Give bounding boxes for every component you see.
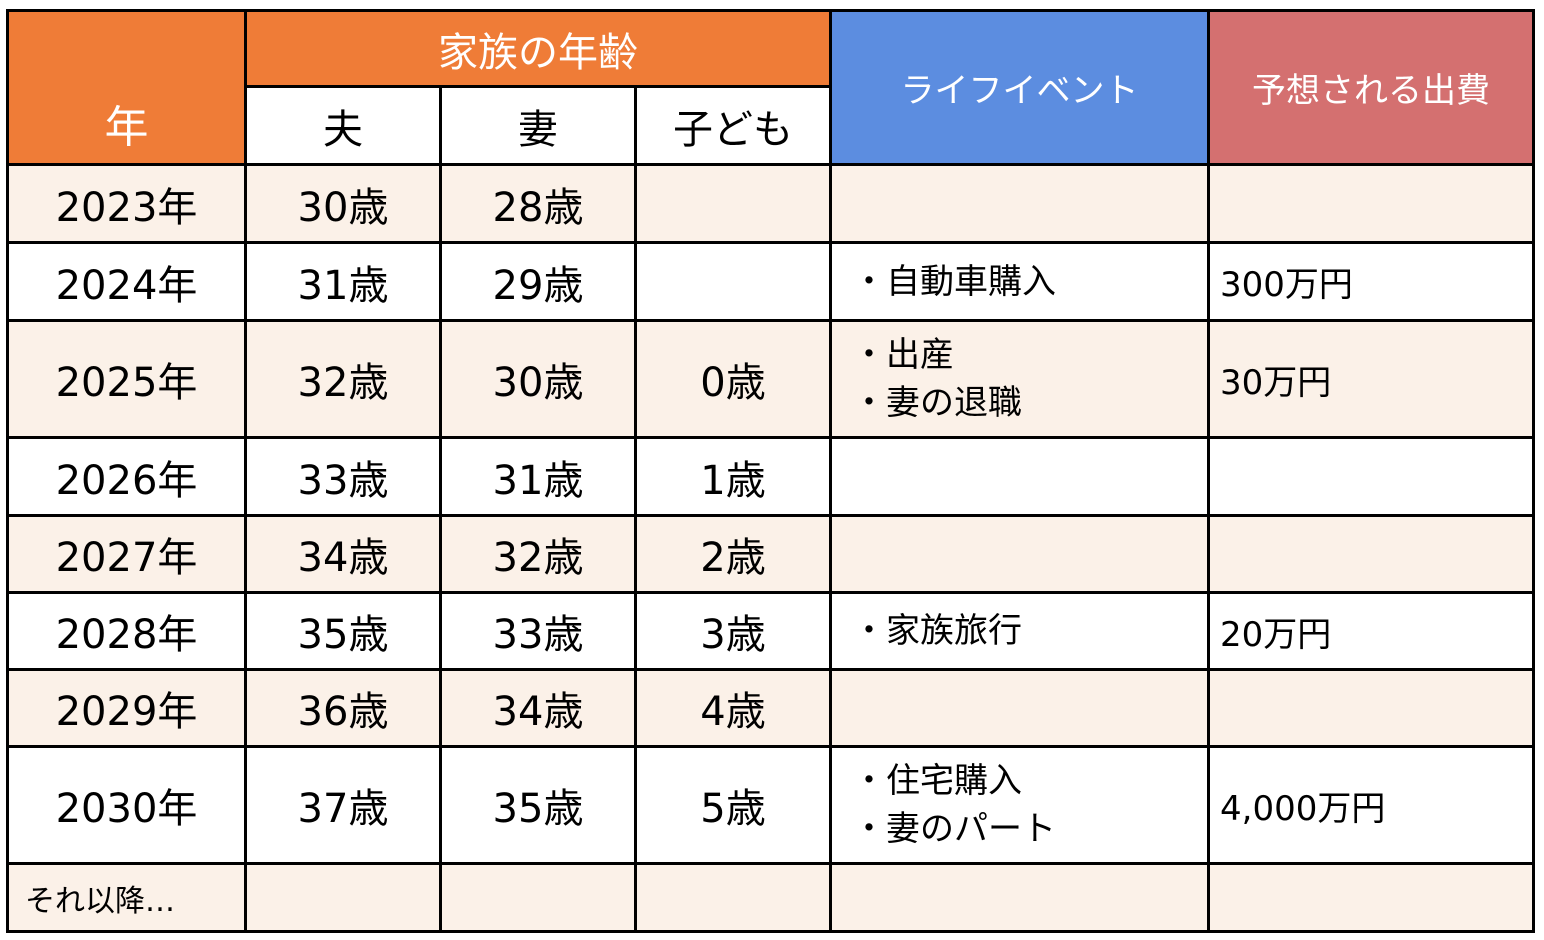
life-event-item: ・家族旅行	[852, 611, 1023, 651]
life-plan-table: 年 家族の年齢 ライフイベント 予想される出費 夫 妻 子ども 2023年 30…	[6, 9, 1536, 933]
wife-age-cell: 28歳	[439, 163, 637, 244]
year-cell: 2025年	[6, 319, 247, 439]
header-year: 年	[6, 9, 247, 166]
header-child: 子ども	[633, 85, 833, 166]
year-cell: 2023年	[6, 163, 247, 244]
husband-age-cell: 31歳	[244, 241, 442, 322]
life-event-item: ・妻の退職	[852, 383, 1023, 423]
year-cell: 2027年	[6, 514, 247, 594]
husband-age-cell: 37歳	[244, 745, 442, 865]
table-row: 2024年 31歳 29歳 ・自動車購入 300万円	[6, 241, 1536, 322]
husband-age-cell	[244, 862, 442, 933]
expected-cost-cell: 300万円	[1207, 241, 1536, 322]
header-life-event: ライフイベント	[829, 9, 1211, 166]
husband-age-cell: 36歳	[244, 668, 442, 748]
husband-age-cell: 35歳	[244, 591, 442, 671]
life-event-item: ・妻のパート	[852, 809, 1057, 849]
header-wife: 妻	[439, 85, 637, 166]
life-event-cell	[829, 163, 1211, 244]
later-years-cell: それ以降…	[6, 862, 247, 933]
child-age-cell: 1歳	[633, 436, 833, 517]
wife-age-cell: 35歳	[439, 745, 637, 865]
wife-age-cell	[439, 862, 637, 933]
table-row: 2023年 30歳 28歳	[6, 163, 1536, 244]
wife-age-cell: 31歳	[439, 436, 637, 517]
expected-cost-cell	[1207, 436, 1536, 517]
life-event-item: ・住宅購入	[852, 761, 1023, 801]
header-husband: 夫	[244, 85, 442, 166]
life-event-cell	[829, 862, 1211, 933]
life-event-cell: ・出産 ・妻の退職	[829, 319, 1211, 439]
child-age-cell: 4歳	[633, 668, 833, 748]
wife-age-cell: 29歳	[439, 241, 637, 322]
table-row: 2026年 33歳 31歳 1歳	[6, 436, 1536, 517]
year-cell: 2026年	[6, 436, 247, 517]
child-age-cell: 5歳	[633, 745, 833, 865]
wife-age-cell: 30歳	[439, 319, 637, 439]
husband-age-cell: 32歳	[244, 319, 442, 439]
expected-cost-cell: 30万円	[1207, 319, 1536, 439]
table-row: 2028年 35歳 33歳 3歳 ・家族旅行 20万円	[6, 591, 1536, 671]
year-cell: 2030年	[6, 745, 247, 865]
life-event-cell: ・自動車購入	[829, 241, 1211, 322]
husband-age-cell: 33歳	[244, 436, 442, 517]
wife-age-cell: 32歳	[439, 514, 637, 594]
child-age-cell	[633, 241, 833, 322]
header-expected-cost: 予想される出費	[1207, 9, 1536, 166]
life-event-cell	[829, 668, 1211, 748]
life-event-cell: ・住宅購入 ・妻のパート	[829, 745, 1211, 865]
husband-age-cell: 34歳	[244, 514, 442, 594]
wife-age-cell: 34歳	[439, 668, 637, 748]
child-age-cell	[633, 163, 833, 244]
child-age-cell: 0歳	[633, 319, 833, 439]
life-event-cell	[829, 436, 1211, 517]
expected-cost-cell: 20万円	[1207, 591, 1536, 671]
table-row: 2025年 32歳 30歳 0歳 ・出産 ・妻の退職 30万円	[6, 319, 1536, 439]
table-row: 2027年 34歳 32歳 2歳	[6, 514, 1536, 594]
year-cell: 2028年	[6, 591, 247, 671]
table-row: 2030年 37歳 35歳 5歳 ・住宅購入 ・妻のパート 4,000万円	[6, 745, 1536, 865]
child-age-cell: 2歳	[633, 514, 833, 594]
table-row: 2029年 36歳 34歳 4歳	[6, 668, 1536, 748]
year-cell: 2024年	[6, 241, 247, 322]
wife-age-cell: 33歳	[439, 591, 637, 671]
expected-cost-cell	[1207, 514, 1536, 594]
header-family-ages: 家族の年齢	[243, 9, 833, 88]
life-event-cell: ・家族旅行	[829, 591, 1211, 671]
expected-cost-cell: 4,000万円	[1207, 745, 1536, 865]
expected-cost-cell	[1207, 668, 1536, 748]
child-age-cell: 3歳	[633, 591, 833, 671]
life-event-item: ・出産	[852, 335, 955, 375]
husband-age-cell: 30歳	[244, 163, 442, 244]
life-event-cell	[829, 514, 1211, 594]
child-age-cell	[633, 862, 833, 933]
table-row: それ以降…	[6, 862, 1536, 933]
life-event-item: ・自動車購入	[852, 261, 1057, 302]
expected-cost-cell	[1207, 862, 1536, 933]
year-cell: 2029年	[6, 668, 247, 748]
expected-cost-cell	[1207, 163, 1536, 244]
